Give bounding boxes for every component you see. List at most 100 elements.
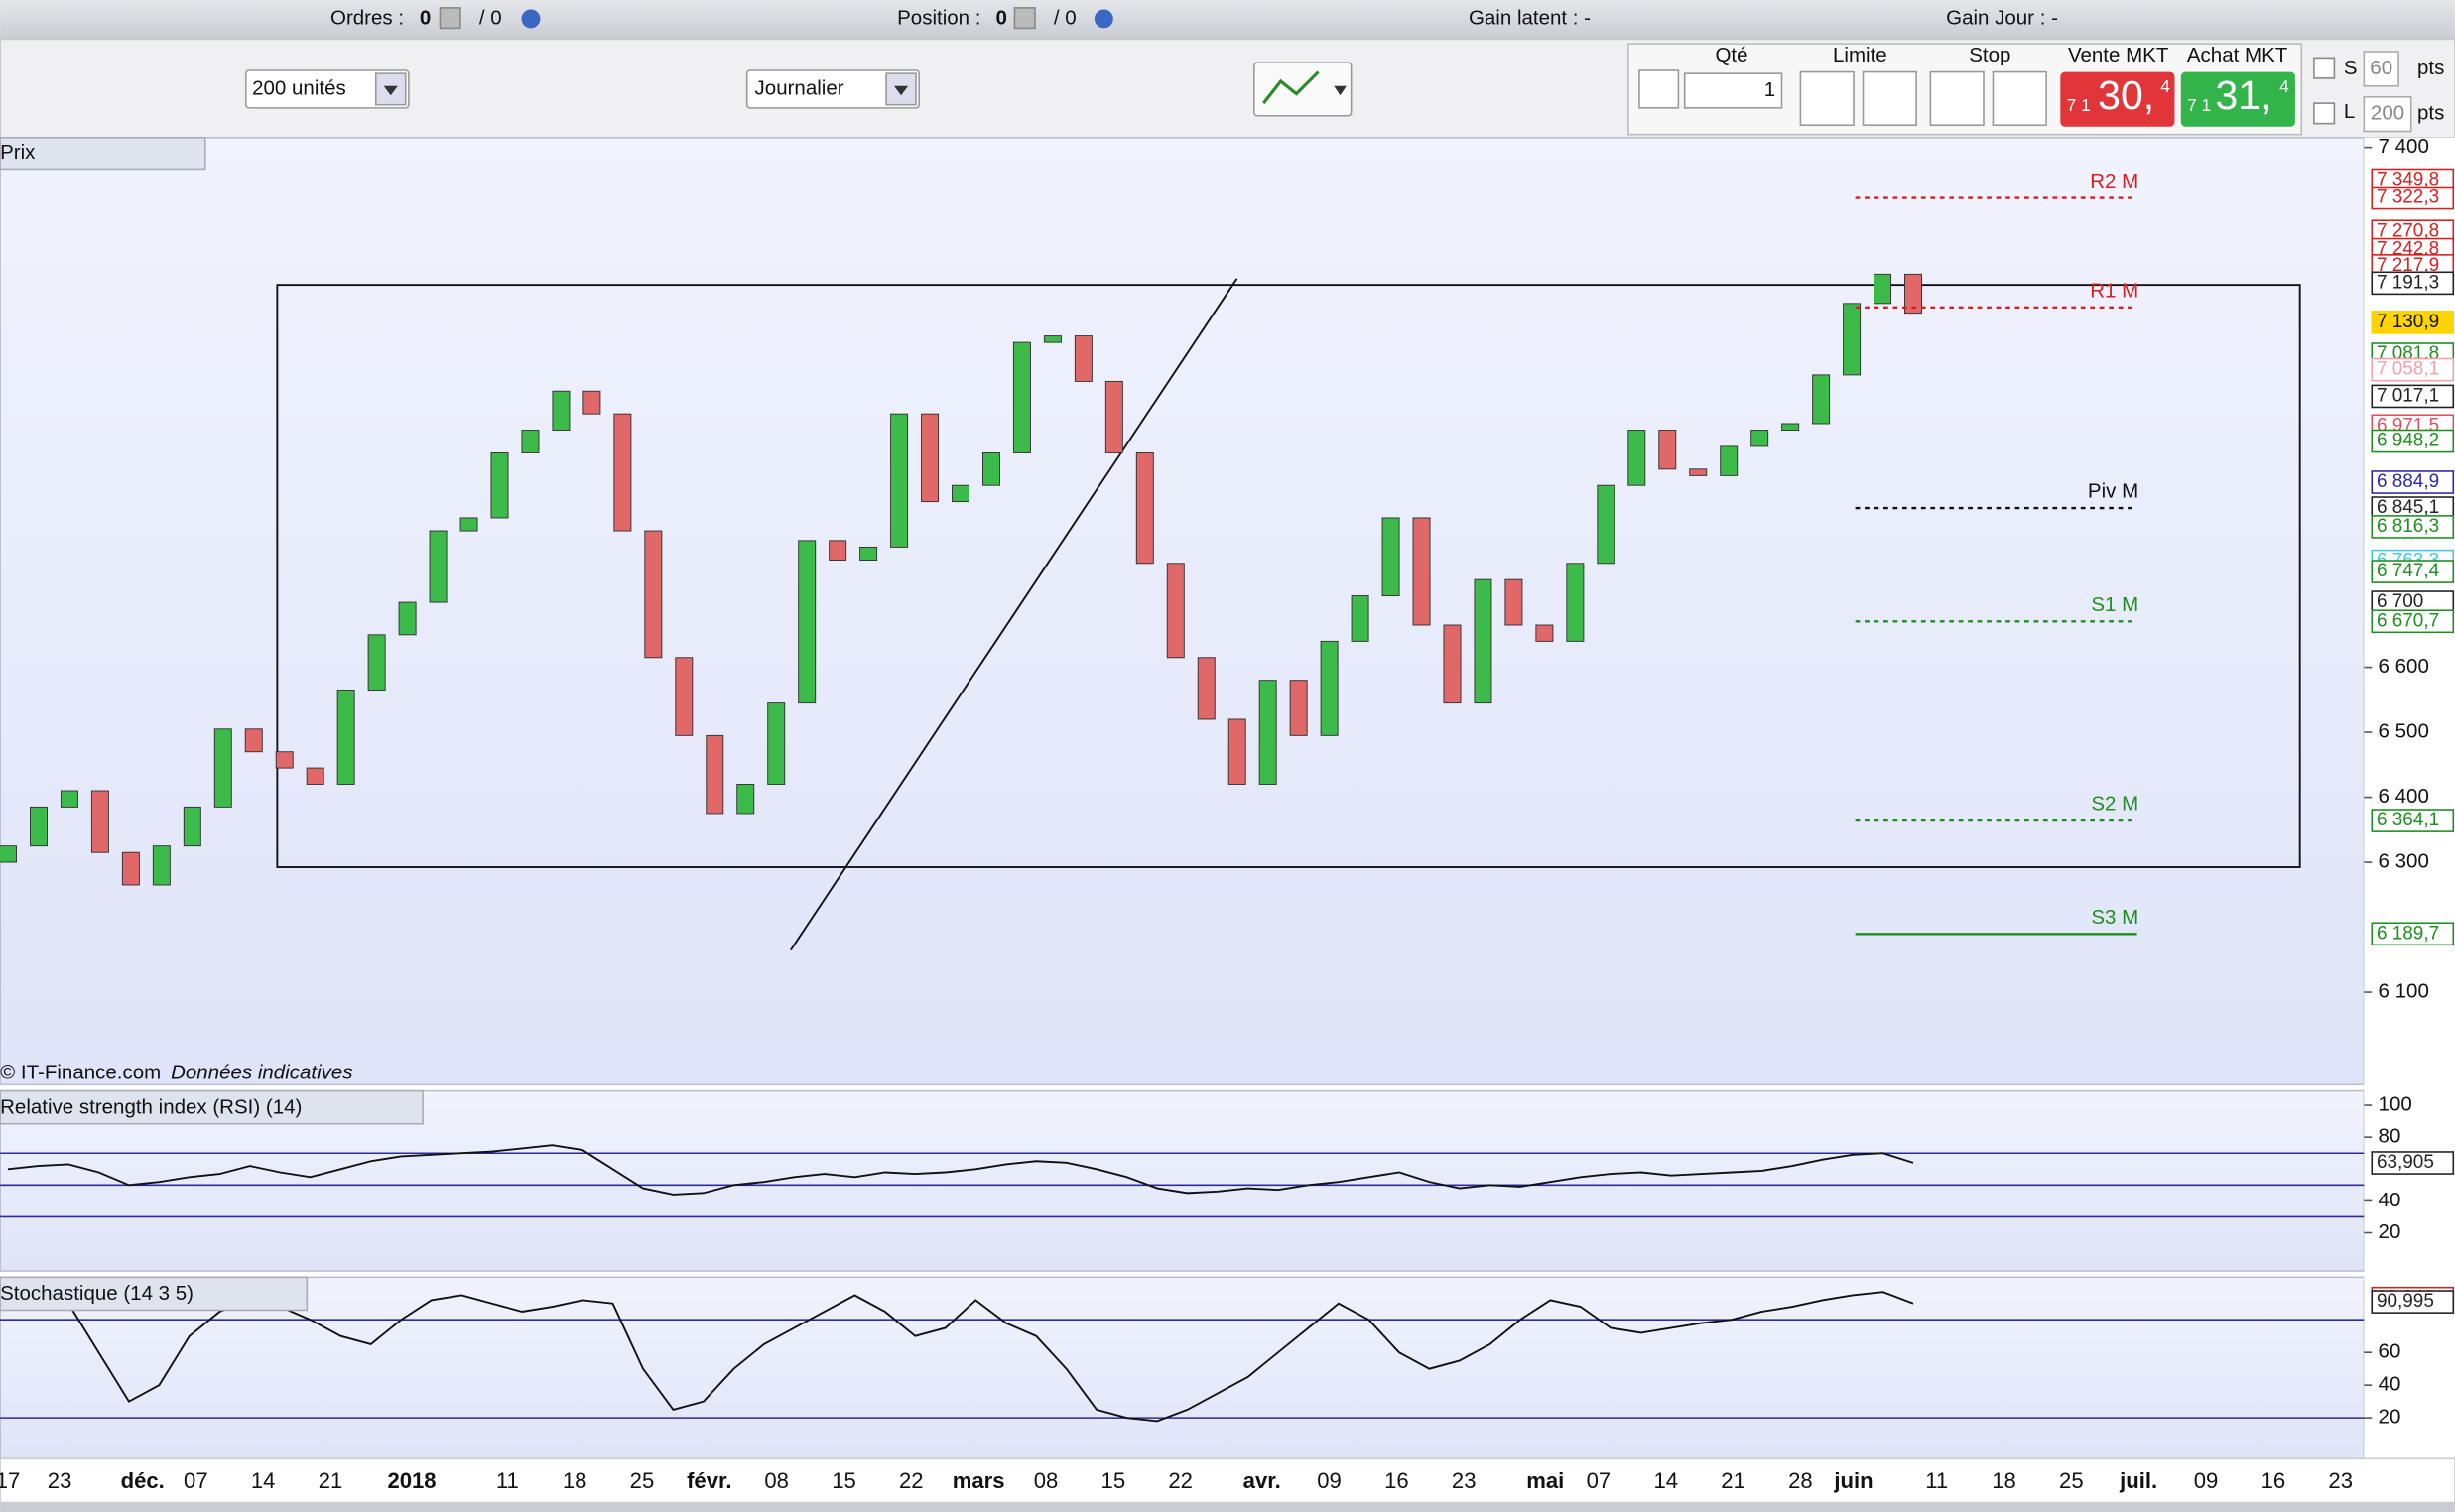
candle-body [644,530,663,659]
sell-price-main: 30, [2098,72,2154,118]
x-tick-label: 28 [1788,1468,1813,1493]
x-tick-label: 22 [1168,1468,1193,1493]
s-label: S [2344,57,2358,79]
limit-sell-button[interactable] [1862,70,1917,126]
note: Données indicatives [171,1062,352,1084]
s-input[interactable] [2363,51,2399,87]
candle-body [829,540,847,561]
axis-tag-label: 7 017,1 [2377,385,2439,406]
axis-tag [2371,515,2455,539]
axis-tag-label: 6 884,9 [2377,471,2439,492]
candle-body [1074,335,1093,382]
x-tick-label: 11 [496,1468,519,1493]
buy-price-head: 7 1 [2187,95,2211,115]
qty-label: Qté [1715,44,1747,66]
candle-body [336,690,355,785]
buy-label: Achat MKT [2187,44,2288,66]
candle-body [767,702,786,785]
y-tick-label: 6 400 [2379,785,2429,808]
pivot-label: S3 M [2091,906,2138,929]
x-tick-label: 21 [1721,1468,1745,1493]
candle-body [367,634,386,691]
candle-body [1874,273,1892,305]
pivot-label: R2 M [2090,170,2138,192]
bottom-bar [0,1502,2455,1512]
axis-tag-label: 63,905 [2377,1152,2434,1173]
period-select[interactable] [745,69,920,109]
x-tick-label: 17 [0,1468,20,1493]
candle-body [1812,374,1831,425]
quantity-select[interactable] [245,69,410,109]
qty-input[interactable] [1683,72,1783,109]
rsi-header [0,1089,424,1125]
candle-body [1597,484,1615,565]
orders-label: Ordres : [330,6,404,29]
buy-button[interactable] [2180,71,2295,127]
unrealized-gain: Gain latent : - [1469,6,1591,29]
x-tick-label: juil. [2119,1468,2157,1493]
x-tick-label: 14 [251,1468,276,1493]
candle-body [1412,517,1431,626]
x-tick-label: avr. [1243,1468,1281,1493]
buy-price-tail: 4 [2279,76,2289,96]
sell-button[interactable] [2060,71,2175,127]
position-label: Position : [897,6,980,29]
quantity-select-text: 200 unités [252,76,346,99]
axis-tag-label: 7 349,8 [2377,170,2439,190]
candle-body [582,390,601,415]
axis-tag-label: 7 130,9 [2377,312,2439,332]
axis-tag [2371,271,2455,296]
y-tick-label: 6 100 [2379,979,2429,1002]
time-axis [0,1457,2455,1504]
y-tick-label: 7 400 [2379,135,2429,158]
x-tick-label: juin [1833,1468,1873,1493]
x-tick-label: 18 [1992,1468,2016,1493]
position-gear[interactable] [1094,9,1113,29]
axis-tag-label: 6 364,1 [2377,810,2439,830]
axis-tag-label: 6 670,7 [2377,610,2439,631]
axis-tag [2371,357,2455,382]
candle-body [275,751,294,769]
x-tick-label: 08 [764,1468,789,1493]
x-tick-label: 23 [1452,1468,1477,1493]
orders-gear[interactable] [521,9,541,29]
candle-body [1843,303,1862,376]
candle-body [1258,680,1277,785]
settings-button[interactable] [1638,69,1680,109]
x-tick-label: 09 [1317,1468,1342,1493]
axis-tag [2371,470,2455,494]
stoch-panel [0,1276,2366,1460]
y-tick-label: 40 [2379,1373,2401,1396]
candle-body [121,851,140,886]
chart-layer: 7 400 6 600 6 500 6 400 6 300 6 100 R2 M R1 M Pi… [0,135,2455,1493]
candle-body [1320,640,1339,736]
axis-tag-label: 90,995 [2377,1291,2434,1312]
stop-sell-button[interactable] [1992,70,2047,126]
l-input[interactable] [2363,96,2412,133]
l-checkbox[interactable] [2313,102,2336,125]
candle-body [1166,563,1185,659]
x-tick-label: 07 [184,1468,208,1493]
dropdown-arrow [893,85,909,96]
l-value: 200 [2371,102,2404,125]
s-checkbox[interactable] [2313,57,2336,79]
x-tick-label: 25 [2059,1468,2084,1493]
candle-body [1351,595,1369,642]
x-tick-label: mars [953,1468,1005,1493]
x-tick-label: 25 [630,1468,655,1493]
stop-buy-button[interactable] [1929,70,1985,126]
axis-tag [2371,429,2455,453]
trend-line [790,278,1238,951]
y-tick-label: 6 500 [2379,719,2429,742]
axis-tag [2371,384,2455,409]
price-title: Prix [0,141,36,164]
position-icon[interactable] [1013,7,1036,30]
rsi-title: Relative strength index (RSI) (14) [0,1095,302,1118]
pivot-label: S1 M [2091,593,2138,616]
candle-body [1289,680,1308,736]
candle-body [429,530,448,603]
limit-buy-button[interactable] [1799,70,1855,126]
y-tick-label: 6 600 [2379,655,2429,678]
orders-icon[interactable] [439,7,461,30]
